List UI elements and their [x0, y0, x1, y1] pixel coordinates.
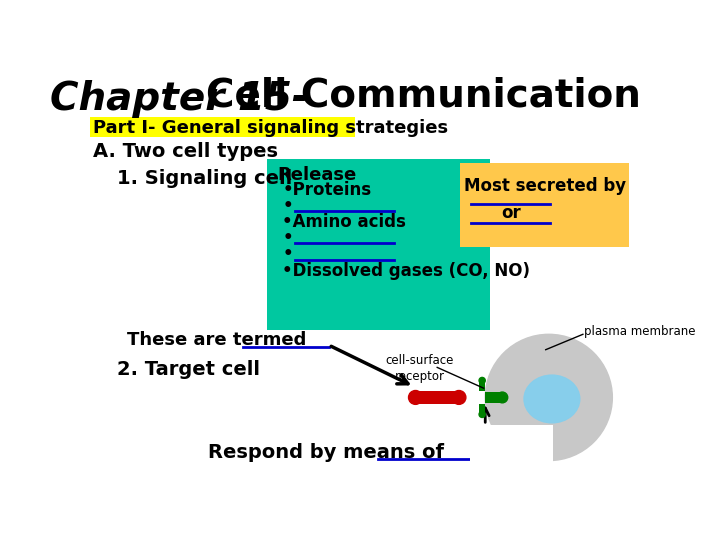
Text: These are termed: These are termed: [127, 332, 307, 349]
Ellipse shape: [452, 390, 466, 404]
Text: 2. Target cell: 2. Target cell: [117, 360, 260, 379]
Text: •: •: [282, 229, 293, 247]
Text: or: or: [501, 204, 521, 221]
Text: Part I- General signaling strategies: Part I- General signaling strategies: [93, 119, 449, 137]
Text: •: •: [282, 197, 293, 215]
Bar: [461, 164, 629, 247]
Text: A. Two cell types: A. Two cell types: [93, 141, 278, 160]
Polygon shape: [479, 403, 485, 414]
Text: •Amino acids: •Amino acids: [282, 213, 406, 231]
Ellipse shape: [479, 377, 485, 383]
Text: Release: Release: [277, 166, 357, 184]
Text: 1. Signaling cell: 1. Signaling cell: [117, 169, 292, 188]
Bar: [266, 159, 490, 330]
Bar: [90, 117, 355, 137]
Text: Respond by means of: Respond by means of: [208, 443, 444, 462]
Text: •Proteins: •Proteins: [282, 180, 372, 199]
Text: •Dissolved gases (CO, NO): •Dissolved gases (CO, NO): [282, 262, 530, 280]
Circle shape: [485, 334, 612, 461]
Text: plasma membrane: plasma membrane: [585, 325, 696, 338]
Text: •: •: [282, 245, 293, 263]
Bar: [469, 425, 554, 490]
Ellipse shape: [497, 392, 508, 403]
Ellipse shape: [524, 375, 580, 423]
Ellipse shape: [479, 411, 485, 417]
Ellipse shape: [408, 390, 423, 404]
Polygon shape: [479, 381, 485, 392]
Bar: [415, 390, 459, 404]
Bar: [485, 392, 503, 403]
Text: Cell Communication: Cell Communication: [206, 77, 641, 114]
Text: Chapter 15-: Chapter 15-: [50, 80, 308, 118]
Text: cell-surface
receptor: cell-surface receptor: [385, 354, 454, 382]
Text: Most secreted by: Most secreted by: [464, 178, 626, 195]
